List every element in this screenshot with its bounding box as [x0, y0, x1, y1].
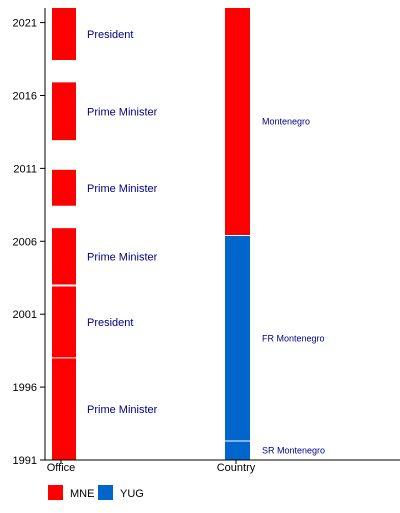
bar-labels-layer: Prime Minister President Prime Minister Pri… [87, 29, 325, 455]
office-bar-label: President [87, 29, 133, 41]
bars-layer [52, 8, 250, 461]
legend-label: MNE [70, 488, 94, 500]
y-tick-label: 1991 [13, 455, 37, 467]
x-category-label: Office [47, 462, 76, 474]
office-bar-label: Prime Minister [87, 183, 158, 195]
x-categories-layer: Office Country [47, 460, 256, 474]
axes-layer [44, 8, 400, 461]
office-bar [52, 357, 76, 460]
y-tick-label: 2021 [13, 18, 37, 30]
country-bar [225, 8, 250, 236]
office-bar [52, 8, 76, 61]
y-tick-label: 2001 [13, 309, 37, 321]
country-bar [225, 441, 250, 460]
country-bar-label: FR Montenegro [262, 333, 325, 343]
country-bar-label: SR Montenegro [262, 446, 325, 456]
office-bar [52, 286, 76, 358]
office-bar [52, 82, 76, 141]
y-ticks-layer: 2021 2016 2011 2006 2001 1996 1991 [13, 18, 45, 467]
x-category-label: Country [217, 462, 256, 474]
y-tick-label: 2011 [13, 163, 37, 175]
country-bar-label: Montenegro [262, 117, 310, 127]
office-bar-label: Prime Minister [87, 404, 158, 416]
legend-swatch [48, 485, 63, 500]
office-bar-label: President [87, 317, 133, 329]
office-bar-label: Prime Minister [87, 107, 158, 119]
legend: MNE YUG [48, 485, 144, 500]
legend-label: YUG [120, 488, 144, 500]
country-bar [225, 235, 250, 442]
office-bar-label: Prime Minister [87, 252, 158, 264]
office-bar [52, 228, 76, 286]
y-tick-label: 2016 [13, 90, 37, 102]
office-bar [52, 169, 76, 207]
y-tick-label: 2006 [13, 236, 37, 248]
legend-swatch [98, 485, 113, 500]
y-tick-label: 1996 [13, 382, 37, 394]
